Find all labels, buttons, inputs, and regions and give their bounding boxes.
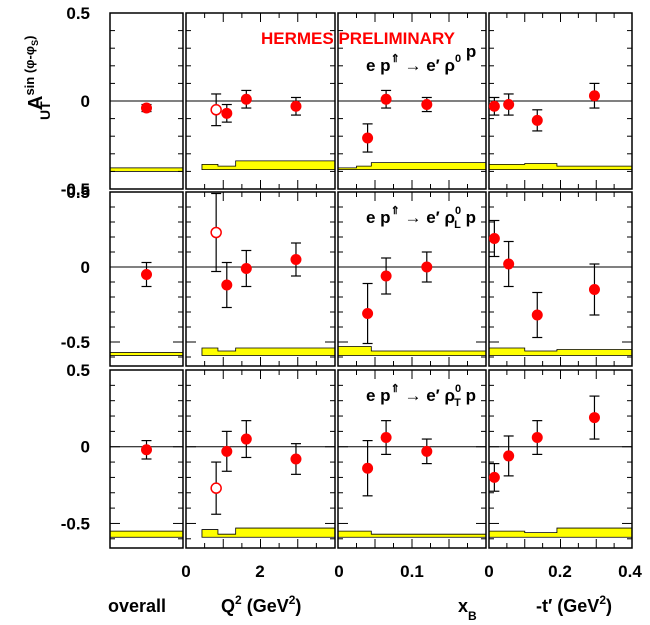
tick-labels: 0.50-0.50.50-0.50.50-0.50 2 0 0.1 0 0.2 0.4 xyxy=(61,4,643,581)
y-tick-label: 0 xyxy=(81,438,90,457)
y-tick-label: 0.5 xyxy=(66,183,90,202)
data-point xyxy=(240,263,252,274)
systematic-band xyxy=(488,527,633,538)
axis-ticks xyxy=(110,12,633,548)
panel-frame xyxy=(185,191,336,367)
open-data-point xyxy=(210,104,222,116)
systematic-band xyxy=(201,527,336,538)
systematic-band xyxy=(337,162,487,171)
x-axis-title-q2: Q2 (GeV2) xyxy=(221,593,301,616)
data-point xyxy=(588,90,600,102)
data-point xyxy=(488,100,500,112)
systematic-bands xyxy=(109,160,633,538)
open-data-point xyxy=(210,482,222,494)
y-axis-title: Asin (φ-φS) xyxy=(22,36,47,110)
systematic-band xyxy=(337,530,487,538)
data-point xyxy=(380,270,392,282)
x-axis-title-xb: xB xyxy=(458,596,477,623)
data-point xyxy=(221,279,233,291)
x-tick-label: 0.1 xyxy=(400,562,424,581)
data-points xyxy=(141,82,600,515)
x-tick-label: 0 xyxy=(484,562,493,581)
data-point xyxy=(531,309,543,321)
y-tick-label: 0 xyxy=(81,258,90,277)
y-tick-label: 0 xyxy=(81,92,90,111)
y-tick-label: -0.5 xyxy=(61,514,90,533)
y-tick-label: 0.5 xyxy=(66,4,90,23)
panel-frame xyxy=(109,191,184,367)
reaction-label-2: e p⇑ → e′ ρ0 L p xyxy=(366,205,476,231)
panel-frame xyxy=(488,191,633,367)
x-tick-label: 0 xyxy=(181,562,190,581)
data-point xyxy=(503,99,515,111)
data-point xyxy=(290,100,302,112)
data-point xyxy=(503,450,515,462)
data-point xyxy=(421,99,433,111)
data-point xyxy=(290,254,302,265)
y-axis-title-sub: UT xyxy=(37,101,53,120)
systematic-band xyxy=(488,163,633,171)
reaction-label-1: e p⇑ → e′ ρ0 p xyxy=(366,42,476,75)
data-point xyxy=(141,102,152,114)
data-point xyxy=(380,93,392,105)
data-point xyxy=(362,132,374,144)
data-point xyxy=(503,258,515,270)
data-point xyxy=(421,445,433,457)
y-tick-label: 0.5 xyxy=(66,361,90,380)
panel-frame xyxy=(109,369,184,549)
y-tick-label: -0.5 xyxy=(61,333,90,352)
x-axis-title-overall: overall xyxy=(108,596,166,616)
data-point xyxy=(221,107,233,119)
systematic-band xyxy=(201,160,336,171)
preliminary-label: HERMES PRELIMINARY xyxy=(261,29,456,48)
systematic-band xyxy=(488,347,633,356)
data-point xyxy=(488,471,500,483)
systematic-band xyxy=(109,352,184,356)
data-point xyxy=(380,432,392,444)
panel-frame xyxy=(185,369,336,549)
systematic-band xyxy=(109,530,184,538)
systematic-band xyxy=(337,346,487,356)
data-point xyxy=(240,93,252,105)
reaction-label-3: e p⇑ → e′ ρ0 T p xyxy=(366,383,476,409)
data-point xyxy=(362,308,374,319)
data-point xyxy=(290,453,302,465)
x-tick-label: 2 xyxy=(255,562,264,581)
data-point xyxy=(531,114,543,126)
data-point xyxy=(141,444,152,456)
data-point xyxy=(488,233,500,244)
open-data-point xyxy=(210,226,222,239)
x-tick-label: 0.2 xyxy=(548,562,572,581)
data-point xyxy=(221,445,233,457)
data-point xyxy=(588,412,600,424)
x-tick-label: 0.4 xyxy=(618,562,642,581)
systematic-band xyxy=(201,347,336,356)
data-point xyxy=(531,432,543,444)
data-point xyxy=(362,462,374,474)
data-point xyxy=(141,269,152,280)
x-tick-label: 0 xyxy=(334,562,343,581)
data-point xyxy=(240,433,252,445)
data-point xyxy=(588,284,600,295)
systematic-band xyxy=(109,167,184,172)
x-axis-title-t: -t′ (GeV2) xyxy=(536,593,612,616)
y-tick-label: -0.5 xyxy=(61,180,90,199)
data-point xyxy=(421,261,433,273)
